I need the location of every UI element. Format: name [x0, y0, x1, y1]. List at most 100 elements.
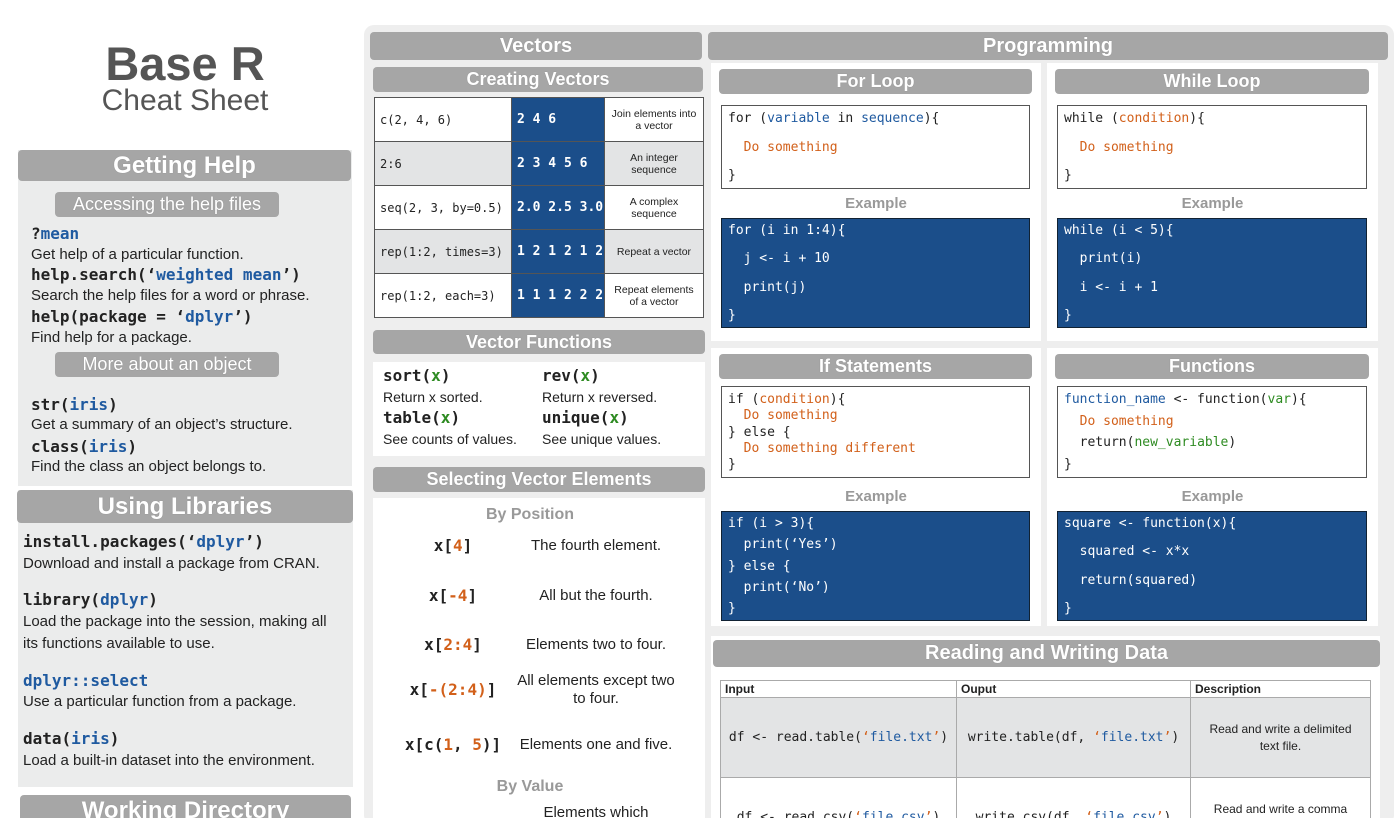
- code-line: df <- read.table(‘file.txt’): [729, 730, 948, 745]
- code-text: unique(: [542, 408, 610, 427]
- panel: [18, 490, 353, 787]
- code-line: sort(x): [383, 366, 543, 385]
- section-header: Getting Help: [18, 150, 351, 181]
- code-highlight: ’: [1155, 810, 1164, 818]
- code-highlight: 5: [472, 735, 482, 754]
- code-text: }: [728, 601, 736, 616]
- code-text: ): [940, 730, 949, 745]
- item: data(iris): [23, 729, 343, 748]
- table-cell: 2.0 2.5 3.0: [511, 185, 605, 230]
- section-header: Vector Functions: [373, 330, 705, 354]
- code-highlight: ’: [1163, 730, 1172, 745]
- item-desc: The fourth element.: [530, 537, 662, 554]
- code-highlight: iris: [88, 437, 128, 456]
- item: class(iris): [31, 437, 341, 456]
- item-desc: Elements two to four.: [525, 636, 667, 653]
- code-highlight: Do something: [1064, 413, 1174, 429]
- item-desc: See unique values.: [542, 431, 662, 447]
- table-cell: Read and write a comma separated value f…: [1190, 777, 1371, 818]
- table-cell: df <- read.table(‘file.txt’): [720, 697, 957, 778]
- section-header: Selecting Vector Elements: [373, 467, 705, 492]
- code-text: if (: [728, 392, 760, 407]
- code-text: class(: [31, 437, 89, 456]
- code-line: write.table(df, ‘file.txt’): [968, 730, 1179, 745]
- code-box: while (condition){ Do something}: [1057, 105, 1367, 189]
- item: sort(x): [383, 366, 543, 385]
- code-text: ’): [281, 265, 301, 284]
- code-highlight: Do something: [728, 408, 838, 424]
- code-line: print(‘No’): [728, 580, 1023, 595]
- subsection-header: Creating Vectors: [373, 67, 703, 92]
- code-highlight: dplyr: [196, 532, 245, 551]
- code-text: while (: [1064, 111, 1119, 126]
- code-text: ’): [244, 532, 264, 551]
- code-highlight: condition: [1118, 111, 1190, 126]
- code-text: ): [109, 729, 120, 748]
- code-highlight: file.csv: [1093, 810, 1156, 818]
- item: x[-4]: [383, 586, 523, 605]
- code-line: squared <- x*x: [1064, 544, 1360, 559]
- code-text: )]: [481, 735, 502, 754]
- subsection-header: For Loop: [719, 69, 1032, 94]
- code-text: ): [1228, 435, 1237, 451]
- code-highlight: Do something: [1064, 139, 1174, 155]
- code-text: ’): [233, 307, 253, 326]
- item-desc: Return x sorted.: [383, 389, 483, 405]
- code-line: x[2:4]: [383, 635, 523, 654]
- code-line: df <- read.csv(‘file.csv’): [737, 810, 941, 818]
- code-box: if (condition){ Do something} else { Do …: [721, 386, 1030, 478]
- item-desc: Load the package into the session, makin…: [23, 613, 327, 652]
- code-line: if (condition){: [728, 392, 1023, 407]
- label: Example: [1181, 488, 1244, 505]
- code-text: ,: [453, 735, 473, 754]
- code-highlight: iris: [71, 729, 110, 748]
- code-highlight: x: [609, 408, 620, 427]
- code-line: return(squared): [1064, 573, 1360, 588]
- item-desc: Elements which: [543, 804, 649, 818]
- table-cell: seq(2, 3, by=0.5): [374, 185, 512, 230]
- code-line: str(iris): [31, 395, 341, 414]
- code-text: in: [829, 111, 862, 126]
- example-box: while (i < 5){ print(i) i <- i + 1}: [1057, 218, 1367, 328]
- code-line: } else {: [728, 559, 1023, 574]
- code-highlight: x: [580, 366, 591, 385]
- code-text: } else {: [728, 558, 791, 574]
- code-text: install.packages(‘: [23, 532, 197, 551]
- code-highlight: new_variable: [1134, 435, 1229, 451]
- subsection-header: If Statements: [719, 354, 1032, 379]
- code-highlight: -4: [448, 586, 468, 605]
- code-line: Do something: [1064, 140, 1360, 155]
- item-desc: Search the help files for a word or phra…: [31, 287, 310, 304]
- code-text: for (: [728, 111, 768, 126]
- code-highlight: dplyr: [100, 590, 149, 609]
- code-highlight: variable: [767, 111, 830, 126]
- code-text: ): [932, 810, 941, 818]
- code-line: print(‘Yes’): [728, 537, 1023, 552]
- subsection-header: Accessing the help files: [55, 192, 279, 217]
- label: Example: [845, 195, 907, 212]
- table-header: Description: [1190, 680, 1371, 698]
- code-highlight: sequence: [861, 111, 924, 126]
- code-text: }: [728, 307, 736, 323]
- item-desc: Get a summary of an object’s structure.: [31, 416, 293, 433]
- code-line: x[-(2:4)]: [383, 680, 523, 699]
- code-highlight: var: [1267, 392, 1291, 407]
- item-desc: Return x reversed.: [542, 389, 658, 405]
- code-line: j <- i + 10: [728, 251, 1023, 266]
- code-text: square <- function(x){: [1064, 516, 1237, 531]
- table-cell: rep(1:2, each=3): [374, 273, 512, 318]
- code-line: if (i > 3){: [728, 516, 1023, 531]
- table-cell: Repeat elements of a vector: [604, 273, 704, 318]
- item: help(package = ‘dplyr’): [31, 307, 341, 326]
- item-desc: See counts of values.: [383, 431, 517, 447]
- section-header: Programming: [708, 32, 1388, 60]
- code-text: j <- i + 10: [728, 251, 830, 267]
- table-cell: Read and write a delimited text file.: [1190, 697, 1371, 778]
- subsection-header: While Loop: [1055, 69, 1369, 94]
- code-line: Do something: [1064, 414, 1360, 429]
- code-line: print(j): [728, 280, 1023, 295]
- code-highlight: function_name: [1064, 392, 1166, 407]
- code-line: }: [1064, 457, 1360, 472]
- code-line: library(dplyr): [23, 590, 343, 609]
- table-cell: Repeat a vector: [604, 229, 704, 274]
